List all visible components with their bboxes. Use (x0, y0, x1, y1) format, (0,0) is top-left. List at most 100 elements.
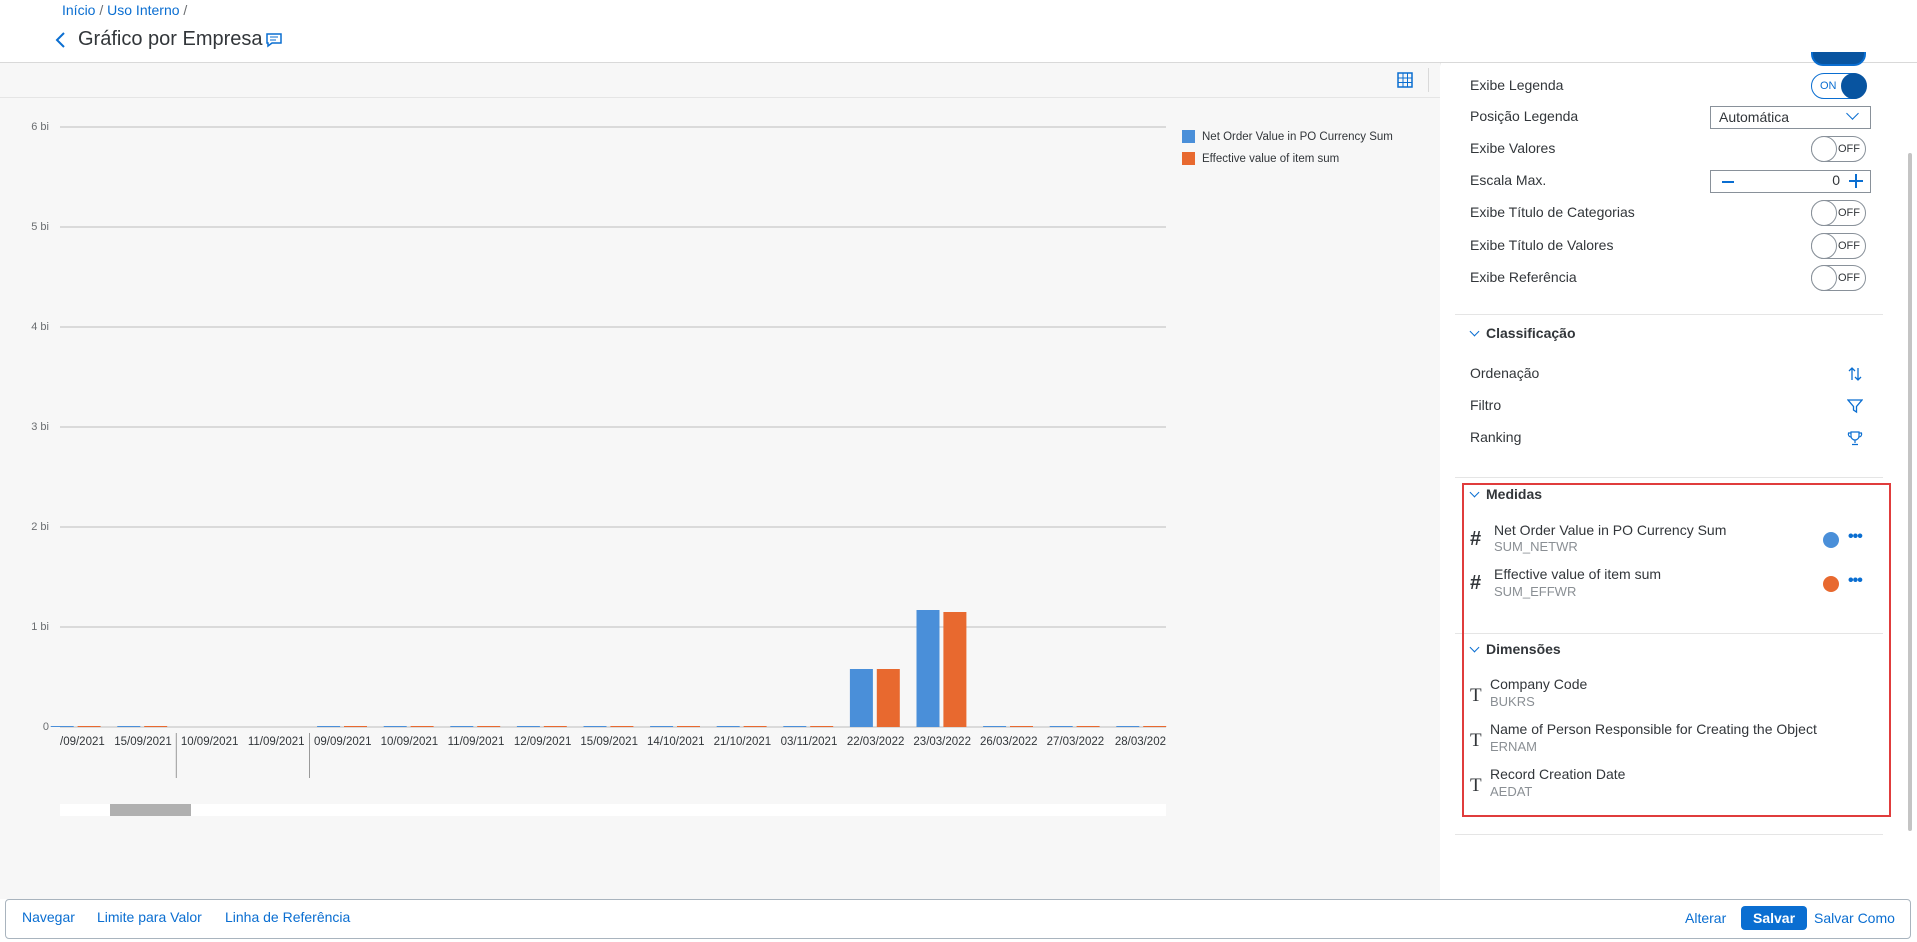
legend-swatch (1182, 130, 1195, 143)
separator (1455, 314, 1883, 315)
breadcrumbs: Início / Uso Interno / (62, 2, 187, 18)
bar (677, 726, 700, 727)
comment-icon[interactable] (265, 32, 283, 48)
select[interactable]: Automática (1710, 106, 1871, 129)
footer-link[interactable]: Linha de Referência (225, 909, 351, 925)
x-tick-label: 10/09/2021 (381, 736, 439, 748)
y-tick-label: 5 bi (31, 221, 49, 233)
breadcrumb-separator: / (99, 2, 104, 18)
icon (1848, 367, 1862, 381)
bar (610, 726, 634, 727)
setting-label: Exibe Título de Categorias (1470, 204, 1635, 220)
panel-scrollbar[interactable] (1908, 153, 1912, 831)
bar (1010, 726, 1033, 727)
more-button[interactable]: ••• (1848, 572, 1863, 589)
legend-label: Effective value of item sum (1202, 153, 1339, 165)
x-tick-label: 14/10/2021 (647, 736, 705, 748)
toggle-knob (1811, 200, 1837, 226)
toggle-knob (1811, 265, 1837, 291)
icon (1846, 399, 1864, 414)
bar (1049, 726, 1073, 727)
bar (716, 726, 740, 727)
x-tick-label: 09/09/2021 (314, 736, 372, 748)
bar (317, 726, 341, 727)
y-tick-label: 4 bi (31, 321, 49, 333)
footer-link[interactable]: Navegar (22, 909, 75, 925)
setting-label: Exibe Referência (1470, 269, 1577, 285)
breadcrumb[interactable]: Uso Interno (107, 2, 180, 18)
x-tick-label: 15/09/2021 (114, 736, 172, 748)
legend-label: Net Order Value in PO Currency Sum (1202, 131, 1393, 143)
bar (743, 726, 767, 727)
h-scrollbar-thumb[interactable] (110, 804, 191, 816)
y-tick-label: 1 bi (31, 621, 49, 633)
toggle-knob (1811, 136, 1837, 162)
primary-button[interactable]: Salvar (1741, 906, 1808, 930)
footer-button[interactable]: Alterar (1685, 910, 1727, 926)
bar (916, 610, 940, 727)
x-tick-label: 12/09/2021 (514, 736, 572, 748)
bar (543, 726, 567, 727)
separator (1455, 477, 1883, 478)
toggle-partial[interactable] (1811, 52, 1866, 66)
separator (1455, 633, 1883, 634)
classification-icon[interactable] (1847, 366, 1863, 382)
classification-item[interactable]: Filtro (1470, 397, 1502, 413)
stepper-minus[interactable] (1722, 181, 1734, 183)
bar (516, 726, 540, 727)
stepper-value: 0 (1832, 172, 1840, 188)
toggle-state: OFF (1838, 272, 1860, 284)
classification-item[interactable]: Ranking (1470, 429, 1522, 445)
more-button[interactable]: ••• (1848, 527, 1863, 545)
x-tick-label: 22/03/2022 (847, 736, 905, 748)
measure-color[interactable] (1823, 576, 1839, 592)
footer-link[interactable]: Limite para Valor (97, 909, 202, 925)
bar (1076, 726, 1100, 727)
x-tick-label: 15/09/2021 (580, 736, 638, 748)
breadcrumb[interactable]: Início (62, 2, 96, 18)
dimension-field: ERNAM (1490, 739, 1537, 754)
back-button[interactable] (54, 31, 68, 49)
separator (1455, 834, 1883, 835)
x-tick-label: 28/03/202 (1115, 736, 1166, 748)
toggle-knob (1811, 233, 1837, 259)
text-type-icon: T (1470, 775, 1482, 796)
breadcrumb-separator: / (183, 2, 188, 18)
highlight-box (1462, 483, 1891, 817)
stepper[interactable] (1710, 170, 1871, 193)
chart: 0 1 bi 2 bi 3 bi 4 bi 5 bi 6 bi/09/2021 15/09/2… (31, 121, 1393, 816)
bar (983, 726, 1007, 727)
setting-label: Exibe Título de Valores (1470, 237, 1614, 253)
bar (144, 726, 168, 727)
x-tick-label: 10/09/2021 (181, 736, 239, 748)
hash-icon: # (1470, 572, 1482, 594)
footer (5, 899, 1911, 939)
setting-label: Posição Legenda (1470, 108, 1579, 124)
y-tick-label: 3 bi (31, 421, 49, 433)
measure-field: SUM_NETWR (1494, 539, 1578, 554)
measure-color[interactable] (1823, 531, 1839, 548)
classification-item[interactable]: Ordenação (1470, 365, 1540, 381)
icon (1847, 431, 1863, 446)
bar (344, 726, 367, 727)
bar (477, 726, 501, 727)
bar (783, 726, 807, 727)
legend-swatch (1182, 152, 1195, 165)
bar (849, 669, 873, 727)
bar (450, 726, 474, 727)
table-view-icon[interactable] (1397, 72, 1413, 88)
dimension-name: Record Creation Date (1490, 766, 1626, 782)
bar (50, 726, 74, 727)
stepper-plus[interactable] (1849, 174, 1863, 188)
header (0, 0, 1917, 63)
y-tick-label: 2 bi (31, 521, 49, 533)
footer-button[interactable]: Salvar Como (1814, 910, 1895, 926)
classification-icon[interactable] (1847, 430, 1863, 446)
toggle-state: OFF (1838, 143, 1860, 155)
text-type-icon: T (1470, 685, 1482, 706)
classification-icon[interactable] (1846, 398, 1864, 414)
bar (117, 726, 141, 727)
measure-name: Effective value of item sum (1494, 566, 1662, 582)
